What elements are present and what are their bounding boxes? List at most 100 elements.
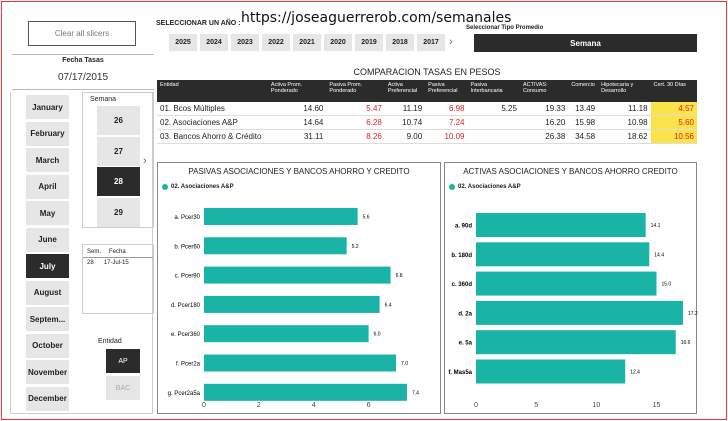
table-cell: 10.56 (650, 129, 697, 144)
table-cell: 8.26 (326, 129, 385, 144)
activas-bar-svg: a. 90d 14.1 b. 180d 14.4 c. 360d 15.0 d. 2a 17.… (448, 213, 698, 409)
category-label: f. Pcer2a (176, 362, 201, 368)
year-option-2017[interactable]: 2017 (417, 34, 445, 51)
bar[interactable] (204, 354, 397, 372)
data-label: 17.2 (688, 311, 698, 317)
entidad-label: Entidad (98, 338, 122, 345)
table-cell: 11.19 (384, 102, 426, 116)
x-tick-label: 4 (312, 402, 316, 409)
year-option-2021[interactable]: 2021 (293, 34, 321, 51)
data-label: 5.2 (352, 244, 359, 250)
year-option-2018[interactable]: 2018 (386, 34, 414, 51)
month-option-october[interactable]: October (26, 333, 69, 358)
data-label: 14.4 (654, 252, 664, 258)
activas-chart-title: ACTIVAS ASOCIACIONES Y BANCOS AHORRO CRE… (463, 167, 678, 176)
x-tick-label: 2 (257, 402, 261, 409)
month-option-august[interactable]: August (26, 280, 69, 305)
fecha-card (12, 54, 154, 90)
chevron-right-icon[interactable]: › (449, 36, 453, 48)
data-label: 15.0 (661, 282, 671, 288)
month-option-septem[interactable]: Septem... (26, 307, 69, 331)
bar[interactable] (204, 295, 380, 313)
pasivas-legend-label: 02. Asociaciones A&P (171, 184, 234, 190)
year-option-2019[interactable]: 2019 (355, 34, 383, 51)
bar[interactable] (476, 242, 650, 267)
column-header: Activa Preferencial (384, 80, 426, 102)
month-slicer-panel (10, 92, 153, 414)
table-cell: 6.28 (326, 115, 385, 130)
year-option-2020[interactable]: 2020 (324, 34, 352, 51)
x-tick-label: 15 (653, 402, 661, 409)
month-option-january[interactable]: January (26, 95, 69, 119)
table-row: 02. Asociaciones A&P 14.64 6.28 10.74 7.24 16… (157, 115, 697, 130)
column-header: Hipotecaria y Desarrollo (598, 80, 651, 102)
month-option-april[interactable]: April (26, 174, 69, 199)
table-cell: 5.25 (467, 102, 520, 116)
category-label: a. 90d (455, 224, 472, 230)
table-cell: 5.47 (326, 102, 385, 116)
bar[interactable] (476, 330, 676, 355)
column-header: Pasiva Preferencial (425, 80, 468, 102)
bar[interactable] (204, 237, 347, 255)
month-option-june[interactable]: June (26, 227, 69, 252)
data-label: 6.0 (374, 332, 381, 338)
fecha-cell: 17-Jul-15 (103, 260, 129, 266)
clear-slicers-button[interactable]: Clear all slicers (28, 21, 136, 46)
table-cell: 18.62 (598, 129, 651, 144)
sem-cell: 28 (87, 260, 94, 266)
table-cell: 10.98 (598, 115, 651, 130)
bar[interactable] (476, 213, 646, 237)
week-option-27[interactable]: 27 (97, 136, 140, 166)
bar[interactable] (204, 266, 391, 284)
comparacion-title: COMPARACION TASAS EN PESOS (353, 67, 501, 77)
month-option-february[interactable]: February (26, 121, 69, 146)
year-option-2024[interactable]: 2024 (200, 34, 228, 51)
category-label: e. 5a (459, 341, 473, 347)
month-option-march[interactable]: March (26, 148, 69, 172)
activas-legend-label: 02. Asociaciones A&P (458, 184, 521, 190)
bar[interactable] (204, 383, 408, 401)
legend-dot-icon (162, 184, 168, 190)
pasivas-legend: 02. Asociaciones A&P (162, 184, 440, 190)
table-cell: 10.09 (425, 129, 468, 144)
year-option-2025[interactable]: 2025 (169, 34, 197, 51)
year-option-2022[interactable]: 2022 (262, 34, 290, 51)
entidad-option-bac[interactable]: BAC (106, 376, 140, 400)
pasivas-bar-svg: a. Pcer30 5.6 b. Pcer60 5.2 c. Pcer90 6.8 d. P… (168, 208, 419, 409)
week-option-29[interactable]: 29 (97, 197, 140, 227)
entidad-option-ap[interactable]: AP (106, 349, 140, 373)
category-label: a. Pcer30 (174, 215, 200, 221)
bar[interactable] (204, 325, 369, 343)
table-cell: 4.57 (650, 102, 697, 116)
bar[interactable] (476, 359, 626, 384)
table-cell (467, 115, 520, 130)
category-label: c. Pcer90 (175, 274, 201, 280)
comparacion-table: Entidad Activa Prom. Ponderado Pasiva Prom… (157, 80, 697, 144)
column-header: Cert. 30 Días (650, 80, 697, 102)
table-cell: 6.98 (425, 102, 468, 116)
column-header: ACTIVAS: Consumo (519, 80, 569, 102)
year-selector-label: SELECCIONAR UN AÑO : (156, 20, 241, 27)
week-option-28[interactable]: 28 (97, 167, 140, 196)
table-cell: 19.33 (519, 102, 569, 116)
chevron-right-icon[interactable]: › (143, 155, 147, 167)
week-option-26[interactable]: 26 (97, 106, 140, 135)
month-option-november[interactable]: November (26, 360, 69, 384)
month-option-may[interactable]: May (26, 201, 69, 225)
category-label: d. 2a (458, 311, 472, 317)
tipo-promedio-semana-button[interactable]: Semana (474, 34, 697, 52)
month-option-july[interactable]: July (26, 254, 69, 278)
table-row: 01. Bcos Múltiples 14.60 5.47 11.19 6.98 5.25… (157, 102, 697, 116)
bar[interactable] (204, 208, 358, 225)
bar[interactable] (476, 271, 657, 296)
table-cell: 16.20 (519, 115, 569, 130)
bar[interactable] (476, 300, 683, 325)
data-label: 6.8 (396, 273, 403, 279)
table-cell: 14.64 (267, 115, 327, 130)
year-option-2023[interactable]: 2023 (231, 34, 259, 51)
column-header: Comercio (568, 80, 599, 102)
category-label: d. Pcer180 (171, 303, 201, 309)
month-option-december[interactable]: December (26, 386, 69, 411)
table-cell: 31.11 (267, 129, 327, 144)
